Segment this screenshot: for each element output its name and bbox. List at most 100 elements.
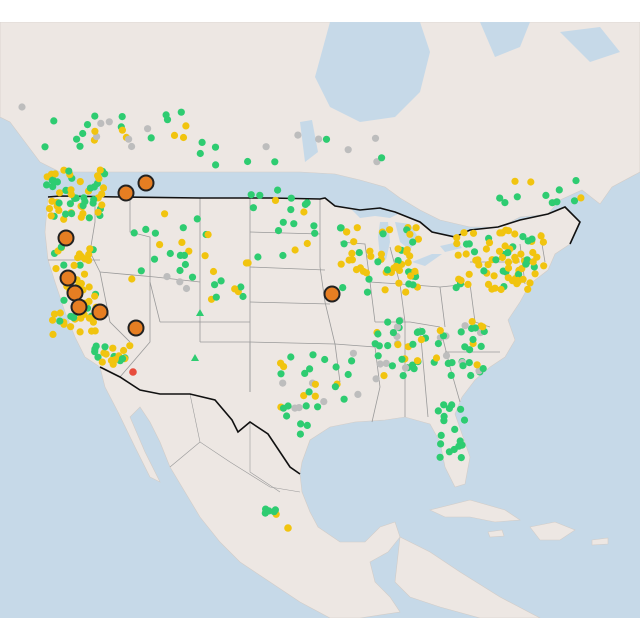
- sensor-marker-moderate[interactable]: [529, 258, 537, 266]
- sensor-marker-moderate[interactable]: [395, 279, 403, 287]
- sensor-marker-moderate[interactable]: [85, 256, 93, 264]
- sensor-marker-moderate[interactable]: [501, 242, 509, 250]
- sensor-marker-no-data[interactable]: [176, 278, 184, 286]
- sensor-marker-good[interactable]: [301, 200, 309, 208]
- sensor-marker-good[interactable]: [68, 210, 76, 218]
- sensor-marker-good[interactable]: [310, 222, 318, 230]
- sensor-marker-good[interactable]: [290, 220, 298, 228]
- sensor-marker-moderate[interactable]: [86, 245, 94, 253]
- sensor-marker-moderate[interactable]: [432, 354, 441, 362]
- map-canvas[interactable]: [0, 22, 640, 618]
- sensor-marker-good[interactable]: [49, 183, 57, 191]
- sensor-marker-good[interactable]: [340, 240, 348, 248]
- sensor-marker-moderate[interactable]: [311, 392, 319, 400]
- sensor-marker-moderate[interactable]: [348, 249, 356, 257]
- sensor-marker-moderate[interactable]: [453, 240, 461, 248]
- sensor-marker-good[interactable]: [296, 430, 304, 438]
- sensor-marker-good[interactable]: [76, 142, 84, 150]
- sensor-marker-good[interactable]: [374, 352, 382, 360]
- sensor-marker-moderate[interactable]: [386, 226, 394, 234]
- sensor-marker-good[interactable]: [389, 329, 397, 337]
- sensor-marker-good[interactable]: [41, 143, 49, 151]
- sensor-marker-good[interactable]: [445, 404, 453, 412]
- sensor-marker-good[interactable]: [212, 293, 220, 301]
- sensor-marker-good[interactable]: [118, 113, 126, 121]
- sensor-marker-moderate[interactable]: [497, 285, 505, 294]
- circle-outlined-icon[interactable]: [91, 303, 109, 321]
- sensor-marker-moderate[interactable]: [531, 270, 539, 278]
- sensor-marker-moderate[interactable]: [474, 256, 482, 264]
- sensor-marker-good[interactable]: [73, 135, 81, 143]
- sensor-marker-moderate[interactable]: [277, 359, 285, 367]
- sensor-marker-moderate[interactable]: [577, 194, 585, 202]
- sensor-marker-no-data[interactable]: [442, 352, 451, 360]
- sensor-marker-moderate[interactable]: [381, 286, 389, 294]
- sensor-marker-moderate[interactable]: [284, 524, 292, 532]
- sensor-marker-no-data[interactable]: [18, 103, 26, 111]
- sensor-marker-good[interactable]: [142, 225, 150, 233]
- sensor-marker-moderate[interactable]: [465, 270, 473, 278]
- sensor-marker-good[interactable]: [409, 340, 417, 348]
- sensor-marker-moderate[interactable]: [88, 327, 96, 335]
- sensor-marker-good[interactable]: [94, 353, 102, 361]
- sensor-marker-no-data[interactable]: [125, 135, 133, 143]
- sensor-marker-good[interactable]: [348, 357, 356, 365]
- sensor-marker-good[interactable]: [542, 191, 550, 199]
- sensor-marker-good[interactable]: [572, 177, 580, 185]
- sensor-marker-no-data[interactable]: [262, 143, 270, 151]
- sensor-marker-good[interactable]: [297, 420, 305, 428]
- sensor-marker-moderate[interactable]: [45, 205, 54, 213]
- sensor-marker-moderate[interactable]: [178, 238, 186, 246]
- sensor-marker-good[interactable]: [398, 355, 406, 363]
- sensor-marker-moderate[interactable]: [201, 252, 209, 260]
- sensor-marker-good[interactable]: [501, 199, 509, 207]
- sensor-marker-moderate[interactable]: [504, 258, 513, 266]
- sensor-marker-good[interactable]: [445, 448, 453, 456]
- sensor-marker-good[interactable]: [283, 412, 291, 420]
- sensor-marker-moderate[interactable]: [345, 256, 353, 264]
- sensor-marker-no-data[interactable]: [371, 134, 380, 142]
- sensor-marker-good[interactable]: [447, 371, 455, 379]
- sensor-marker-good[interactable]: [166, 249, 174, 258]
- circle-outlined-icon[interactable]: [57, 229, 75, 247]
- sensor-marker-good[interactable]: [409, 281, 417, 289]
- sensor-marker-good[interactable]: [374, 330, 382, 338]
- sensor-marker-no-data[interactable]: [97, 119, 105, 127]
- sensor-marker-moderate[interactable]: [99, 184, 108, 192]
- sensor-marker-moderate[interactable]: [392, 262, 400, 270]
- sensor-marker-good[interactable]: [212, 161, 220, 169]
- sensor-marker-moderate[interactable]: [457, 276, 465, 285]
- sensor-marker-good[interactable]: [344, 370, 352, 379]
- sensor-marker-good[interactable]: [76, 261, 84, 269]
- sensor-marker-moderate[interactable]: [126, 342, 134, 350]
- sensor-marker-no-data[interactable]: [393, 323, 401, 331]
- sensor-marker-good[interactable]: [418, 327, 426, 336]
- sensor-marker-good[interactable]: [434, 340, 442, 348]
- sensor-marker-good[interactable]: [193, 215, 201, 223]
- sensor-marker-moderate[interactable]: [51, 170, 59, 178]
- sensor-marker-good[interactable]: [496, 194, 504, 202]
- sensor-marker-good[interactable]: [461, 343, 469, 351]
- sensor-marker-good[interactable]: [339, 284, 347, 292]
- sensor-marker-good[interactable]: [302, 402, 310, 410]
- sensor-marker-good[interactable]: [176, 251, 184, 259]
- sensor-marker-good[interactable]: [284, 402, 292, 410]
- sensor-marker-no-data[interactable]: [144, 125, 152, 133]
- sensor-marker-good[interactable]: [265, 507, 273, 515]
- sensor-marker-moderate[interactable]: [504, 264, 513, 272]
- sensor-marker-moderate[interactable]: [479, 323, 487, 331]
- sensor-marker-good[interactable]: [459, 362, 467, 370]
- sensor-marker-moderate[interactable]: [76, 178, 84, 186]
- sensor-marker-moderate[interactable]: [496, 229, 504, 237]
- sensor-marker-moderate[interactable]: [52, 265, 60, 273]
- sensor-marker-moderate[interactable]: [118, 126, 126, 134]
- sensor-marker-good[interactable]: [301, 369, 309, 377]
- sensor-marker-good[interactable]: [355, 249, 363, 257]
- sensor-marker-good[interactable]: [244, 157, 252, 166]
- sensor-marker-good[interactable]: [553, 198, 561, 206]
- sensor-marker-good[interactable]: [306, 365, 314, 373]
- sensor-marker-good[interactable]: [322, 135, 331, 143]
- sensor-marker-good[interactable]: [198, 138, 206, 146]
- sensor-marker-good[interactable]: [177, 108, 185, 116]
- sensor-marker-good[interactable]: [492, 256, 500, 264]
